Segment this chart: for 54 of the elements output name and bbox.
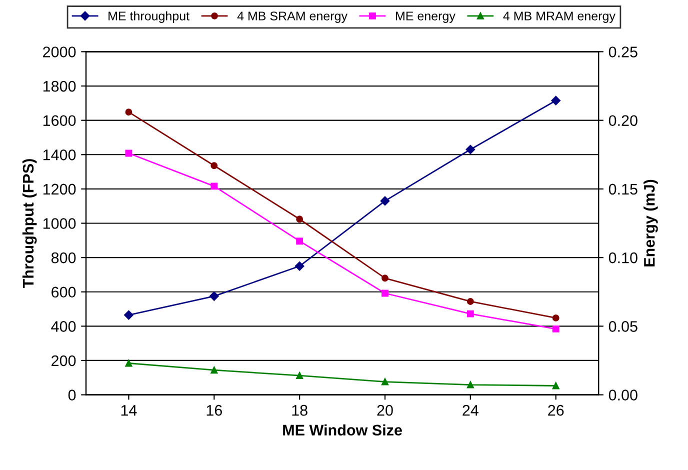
- y2-tick-label: 0.05: [608, 321, 638, 332]
- point: [210, 292, 219, 301]
- y2-tick-label: 0.00: [608, 390, 638, 400]
- legend-label: ME energy: [396, 12, 456, 23]
- legend-label: 4 MB MRAM energy: [503, 12, 616, 23]
- x-tick-label: 14: [121, 405, 137, 416]
- y-tick-label: 800: [51, 252, 76, 264]
- y-axis-title: Throughput (FPS): [22, 159, 37, 288]
- point: [210, 366, 218, 374]
- x-tick-label: 24: [462, 404, 478, 416]
- y2-tick-label: 0.15: [608, 184, 638, 195]
- point: [382, 290, 388, 297]
- y-tick-label: 1800: [43, 80, 76, 92]
- point: [552, 382, 560, 390]
- point: [466, 381, 474, 388]
- point: [125, 108, 132, 116]
- point: [296, 216, 304, 223]
- point: [296, 372, 304, 380]
- x-tick-label: 20: [377, 404, 393, 416]
- point: [466, 144, 476, 154]
- point: [552, 325, 560, 332]
- y-tick-label: 0: [68, 390, 76, 400]
- point: [296, 238, 304, 245]
- legend-label: 4 MB SRAM energy: [237, 12, 348, 23]
- y-tick-label: 600: [52, 286, 76, 298]
- point: [552, 314, 560, 322]
- y2-tick-label: 0.25: [608, 46, 638, 58]
- legend-label: ME throughput: [108, 11, 190, 23]
- point: [466, 298, 474, 305]
- y-tick-label: 1000: [43, 218, 76, 229]
- y-tick-label: 200: [52, 355, 76, 366]
- point: [294, 262, 304, 271]
- x-tick-label: 16: [206, 404, 222, 416]
- y2-tick-label: 0.10: [608, 252, 638, 264]
- y-tick-label: 1400: [43, 150, 76, 160]
- y2-tick-label: 0.20: [608, 115, 638, 126]
- y-tick-label: 2000: [43, 46, 76, 58]
- point: [125, 150, 132, 157]
- point: [210, 182, 218, 190]
- y-tick-label: 1600: [43, 115, 76, 126]
- x-tick-label: 18: [292, 404, 308, 416]
- y-tick-label: 1200: [43, 184, 76, 195]
- x-axis-title: ME Window Size: [283, 424, 402, 436]
- point: [382, 378, 388, 386]
- point: [210, 162, 218, 170]
- y2-axis-title: Energy (mJ): [644, 180, 658, 266]
- point: [124, 310, 134, 320]
- y-tick-label: 400: [51, 321, 76, 332]
- point: [125, 360, 132, 367]
- point: [551, 96, 560, 106]
- point: [382, 274, 388, 282]
- point: [380, 196, 390, 206]
- point: [466, 310, 474, 318]
- x-tick-label: 26: [548, 404, 564, 416]
